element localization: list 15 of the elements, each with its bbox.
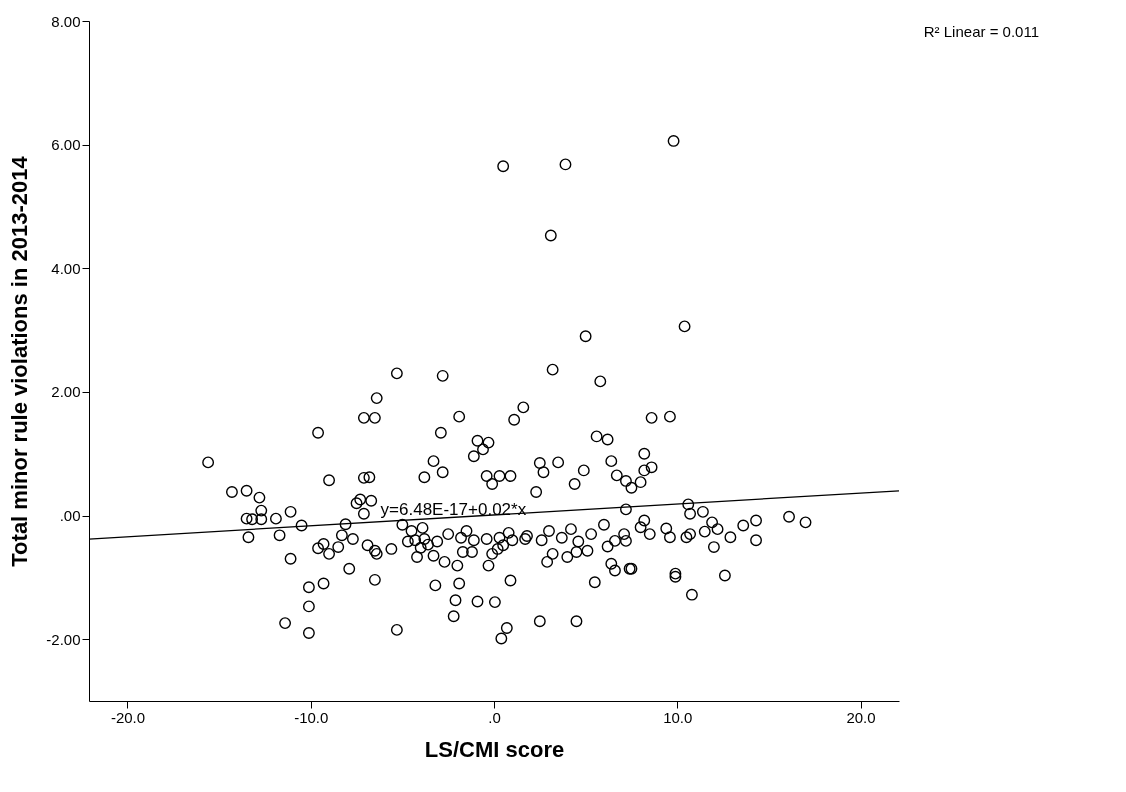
y-tick-label: -2.00: [46, 630, 81, 648]
x-tick-label: 20.0: [846, 708, 876, 726]
x-axis-title: LS/CMI score: [424, 736, 565, 762]
x-tick-label: .0: [488, 708, 501, 726]
y-tick-label: 8.00: [51, 12, 81, 30]
y-tick-label: 2.00: [51, 383, 81, 401]
x-tick-label: 10.0: [663, 708, 693, 726]
x-tick-label: -10.0: [294, 708, 329, 726]
y-axis-title: Total minor rule violations in 2013-2014: [7, 155, 33, 567]
annotation: y=6.48E-17+0.02*x: [380, 500, 527, 520]
y-tick-label: 4.00: [51, 259, 81, 277]
x-tick-label: -20.0: [110, 708, 146, 726]
text: R² Linear = 0.011: [923, 23, 1039, 40]
y-tick-label: 6.00: [51, 136, 81, 154]
y-tick-label: .00: [59, 507, 81, 525]
